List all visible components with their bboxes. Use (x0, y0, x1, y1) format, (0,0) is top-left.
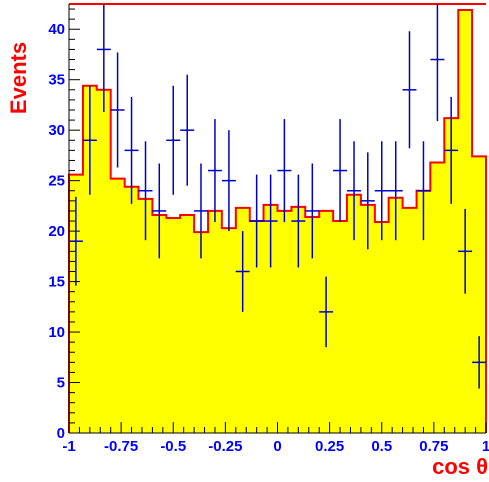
data-point (388, 141, 403, 241)
x-tick-label: -0.5 (160, 438, 186, 455)
x-tick-label: 0 (273, 438, 281, 455)
data-point (402, 31, 417, 149)
y-tick-label: 40 (48, 21, 65, 38)
histogram-bar (305, 216, 320, 433)
data-point (333, 119, 348, 223)
data-point (193, 163, 208, 259)
x-tick-label: -1 (62, 438, 75, 455)
y-tick-label: 15 (48, 274, 65, 291)
x-tick-label: -0.75 (104, 438, 138, 455)
data-point (430, 4, 445, 122)
histogram-bar (263, 204, 279, 433)
data-point (458, 208, 473, 294)
data-point (291, 174, 306, 268)
histogram-bar (444, 118, 459, 433)
data-point (263, 174, 278, 268)
histogram-bar (166, 217, 181, 433)
data-point (152, 163, 167, 259)
data-point (180, 74, 195, 186)
histogram-bar (152, 214, 167, 433)
y-tick-label: 10 (48, 324, 65, 341)
histogram-bar (277, 210, 293, 433)
histogram-bar (82, 85, 98, 433)
data-point (221, 130, 236, 232)
histogram-bar (96, 89, 112, 434)
histogram-bar (416, 190, 431, 433)
data-point (319, 276, 334, 348)
y-tick-label: 5 (57, 375, 65, 392)
data-point (207, 119, 222, 223)
histogram-bar (235, 207, 251, 433)
x-tick-label: 1 (482, 438, 489, 455)
data-point (68, 196, 83, 286)
histogram-bar (346, 194, 362, 433)
x-tick-label: -0.25 (208, 438, 242, 455)
data-point (277, 119, 292, 223)
data-point (444, 96, 459, 204)
histogram-bar (291, 206, 306, 433)
histogram-bar (194, 232, 209, 433)
histogram-bar (69, 174, 84, 434)
histogram-bar (388, 197, 404, 433)
histogram-bar (430, 162, 445, 433)
data-point (96, 4, 111, 113)
histogram-bar (221, 228, 237, 433)
data-point (416, 141, 431, 241)
x-tick-label: 0.5 (371, 438, 392, 455)
histogram-bar (333, 221, 348, 433)
data-point (374, 141, 389, 241)
histogram-outline (68, 9, 487, 433)
y-tick-label: 20 (48, 223, 65, 240)
histogram-bar (124, 186, 140, 433)
data-point (138, 141, 153, 241)
y-tick-label: 0 (57, 425, 65, 442)
data-point (166, 85, 181, 195)
y-tick-label: 30 (48, 122, 65, 139)
data-point (472, 336, 487, 389)
histogram-bar (138, 198, 153, 433)
x-tick-label: 0.25 (315, 438, 344, 455)
y-axis-title: Events (6, 42, 31, 114)
data-point (110, 52, 125, 168)
data-point (305, 163, 320, 259)
data-point (235, 231, 250, 312)
histogram-bar (472, 156, 487, 433)
data-point (82, 85, 97, 195)
histogram-bar (374, 222, 390, 433)
data-point (124, 96, 139, 204)
histogram-bar (110, 178, 126, 433)
y-tick-label: 35 (48, 72, 65, 89)
histogram-bar (249, 221, 265, 433)
histogram-bar (360, 204, 376, 433)
histogram-bar (208, 210, 223, 433)
histogram-bar (402, 207, 418, 433)
x-tick-label: 0.75 (419, 438, 448, 455)
histogram-bar (180, 214, 195, 433)
data-point (347, 141, 362, 241)
data-point (249, 174, 264, 268)
y-tick-label: 25 (48, 173, 65, 190)
data-points (68, 4, 487, 389)
data-point (360, 152, 375, 250)
x-axis-title: cos θ (432, 454, 488, 479)
